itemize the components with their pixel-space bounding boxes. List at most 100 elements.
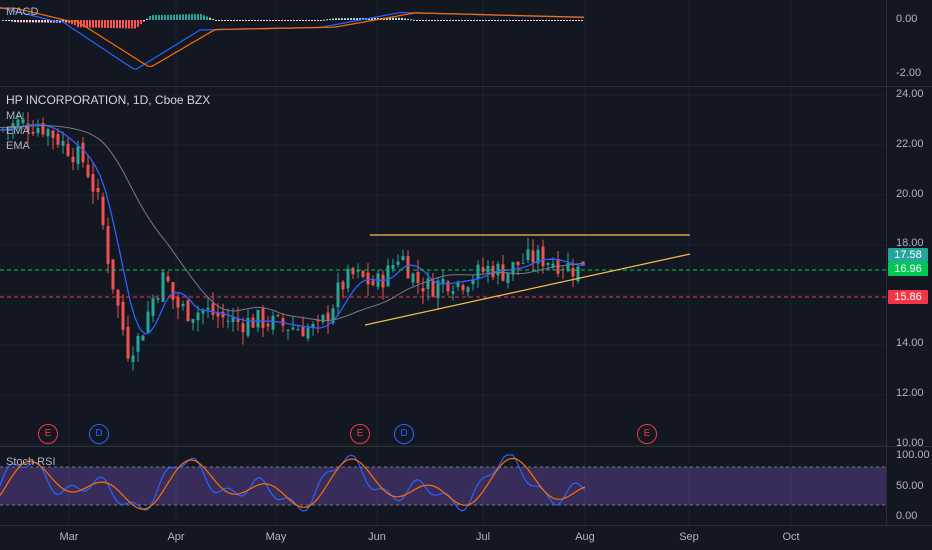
candle-body [311, 324, 315, 328]
stoch-rsi-pane[interactable]: Stoch RSI [0, 447, 886, 525]
candle-body [406, 256, 410, 279]
macd-histogram-bar [254, 20, 256, 21]
candle-body [386, 265, 390, 287]
price-axis[interactable] [886, 87, 932, 446]
macd-histogram-bar [74, 20, 76, 26]
candle-body [541, 246, 545, 267]
macd-line [0, 6, 585, 71]
macd-histogram-bar [314, 20, 316, 21]
candle-body [111, 259, 115, 290]
macd-pane[interactable]: MACD [0, 0, 886, 86]
macd-price-axis[interactable] [886, 0, 932, 86]
candle-body [81, 142, 85, 163]
price-tick-20: 20.00 [896, 188, 924, 200]
candle-body [141, 335, 145, 341]
candle-body [446, 281, 450, 292]
event-earnings-icon[interactable]: E [637, 424, 657, 444]
indicator-ma[interactable]: MA [6, 110, 23, 122]
candle-body [366, 272, 370, 285]
candle-body [221, 311, 225, 318]
candle-body [91, 174, 95, 192]
macd-histogram-bar [500, 20, 502, 21]
indicator-ema-1[interactable]: EMA [6, 125, 30, 137]
macd-histogram-bar [251, 20, 253, 21]
macd-histogram-bar [230, 20, 232, 21]
macd-histogram-bar [248, 20, 250, 21]
macd-histogram-bar [470, 20, 472, 21]
macd-histogram-bar [92, 20, 94, 28]
candle-body [191, 319, 195, 323]
price-tick-14: 14.00 [896, 337, 924, 349]
macd-histogram-bar [293, 20, 295, 21]
macd-histogram-bar [431, 20, 433, 21]
macd-histogram-bar [566, 20, 568, 21]
time-axis[interactable] [0, 526, 886, 550]
macd-histogram-bar [491, 20, 493, 21]
pane-separator[interactable] [0, 446, 932, 447]
macd-histogram-bar [209, 17, 211, 20]
indicator-ema-2[interactable]: EMA [6, 140, 30, 152]
macd-histogram-bar [548, 20, 550, 21]
candle-body [26, 123, 30, 132]
macd-histogram-bar [299, 20, 301, 21]
candle-body [476, 264, 480, 279]
macd-histogram-bar [473, 20, 475, 21]
macd-histogram-bar [185, 14, 187, 20]
rsi-tick-0: 0.00 [896, 510, 918, 522]
time-axis-separator [0, 525, 932, 526]
macd-histogram-bar [278, 20, 280, 21]
pane-separator[interactable] [0, 86, 932, 87]
macd-histogram-bar [272, 20, 274, 21]
macd-histogram-bar [155, 15, 157, 20]
candle-body [426, 278, 430, 289]
candle-body [411, 273, 415, 283]
event-earnings-icon[interactable]: E [350, 424, 370, 444]
candle-body [396, 261, 400, 265]
macd-histogram-bar [17, 20, 19, 23]
macd-histogram-bar [308, 20, 310, 21]
macd-histogram-bar [296, 20, 298, 21]
candle-body [331, 308, 335, 324]
price-tick-24: 24.00 [896, 88, 924, 100]
macd-histogram-bar [317, 20, 319, 21]
rsi-axis[interactable] [886, 447, 932, 525]
event-dividend-icon[interactable]: D [89, 424, 109, 444]
main-chart-pane[interactable]: HP INCORPORATION, 1D, Cboe BZX MA EMA EM… [0, 87, 886, 446]
macd-histogram-bar [131, 20, 133, 29]
macd-histogram-bar [461, 20, 463, 21]
candle-body [521, 263, 525, 265]
macd-histogram-bar [563, 20, 565, 21]
macd-histogram-bar [227, 20, 229, 21]
candle-body [301, 327, 305, 337]
macd-histogram-bar [416, 20, 418, 21]
candle-body [296, 329, 300, 331]
event-earnings-icon[interactable]: E [38, 424, 58, 444]
stoch-rsi-band [0, 467, 886, 505]
macd-histogram-bar [338, 18, 340, 20]
candle-body [361, 271, 365, 277]
candle-body [431, 280, 435, 297]
macd-histogram-bar [326, 19, 328, 21]
macd-histogram-bar [104, 20, 106, 28]
stoch-rsi-plot [0, 447, 886, 525]
macd-histogram-bar [152, 15, 154, 20]
macd-histogram-bar [266, 20, 268, 21]
macd-histogram-bar [182, 14, 184, 20]
macd-histogram-bar [572, 20, 574, 21]
macd-histogram-bar [203, 15, 205, 20]
macd-histogram-bar [329, 18, 331, 20]
candle-body [456, 281, 460, 287]
candle-body [121, 301, 125, 330]
macd-histogram-bar [503, 20, 505, 21]
macd-histogram-bar [164, 14, 166, 20]
candle-body [346, 268, 350, 289]
time-label-apr: Apr [167, 531, 185, 543]
macd-histogram-bar [542, 20, 544, 21]
macd-histogram-bar [101, 20, 103, 28]
macd-histogram-bar [170, 14, 172, 20]
macd-histogram-bar [116, 20, 118, 29]
candle-body [176, 297, 180, 308]
price-tick-12: 12.00 [896, 387, 924, 399]
event-dividend-icon[interactable]: D [394, 424, 414, 444]
candle-body [441, 278, 445, 285]
